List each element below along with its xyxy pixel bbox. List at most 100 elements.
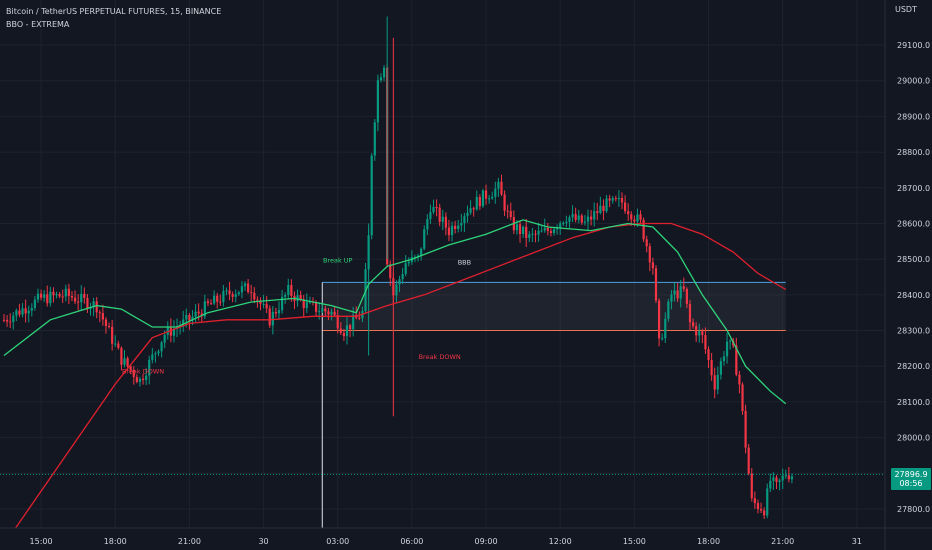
candle-body xyxy=(704,335,707,350)
x-tick-label: 12:00 xyxy=(549,537,572,546)
candle-body xyxy=(429,212,432,220)
candle-body xyxy=(111,326,114,344)
candle-body xyxy=(744,410,747,448)
candle-body xyxy=(83,293,86,298)
candle-body xyxy=(750,473,753,499)
candle-body xyxy=(163,334,166,343)
candle-body xyxy=(735,345,738,375)
candle-body xyxy=(157,351,160,354)
candle-body xyxy=(120,347,123,365)
y-tick-label: 28300.0 xyxy=(897,327,930,336)
candle-body xyxy=(667,301,670,319)
candle-body xyxy=(401,274,404,280)
candle-body xyxy=(265,303,268,309)
candle-body xyxy=(645,239,648,247)
y-tick-label: 29000.0 xyxy=(897,77,930,86)
candle-body xyxy=(756,503,760,510)
candle-body xyxy=(228,290,231,295)
candle-body xyxy=(491,196,494,199)
chart-legend: Bitcoin / TetherUS PERPETUAL FUTURES, 15… xyxy=(6,5,221,31)
candle-body xyxy=(114,343,117,345)
candle-body xyxy=(395,284,398,296)
signal-label: Break UP xyxy=(323,257,353,265)
candle-body xyxy=(676,290,679,299)
candle-body xyxy=(580,215,583,223)
candle-body xyxy=(450,225,454,236)
candle-body xyxy=(565,221,568,224)
candle-body xyxy=(753,498,756,504)
x-tick-label: 30 xyxy=(258,537,268,546)
candle-body xyxy=(284,294,287,297)
candle-body xyxy=(370,155,373,236)
candle-body xyxy=(36,293,40,300)
x-tick-label: 15:00 xyxy=(30,537,53,546)
candle-body xyxy=(95,301,98,313)
candle-body xyxy=(614,198,617,200)
candle-body xyxy=(172,328,176,336)
candle-body xyxy=(132,369,135,378)
y-tick-label: 28900.0 xyxy=(897,112,930,121)
candle-body xyxy=(191,316,194,321)
candle-body xyxy=(194,311,197,317)
candle-body xyxy=(630,214,633,220)
candle-body xyxy=(274,312,278,314)
candle-body xyxy=(197,311,200,314)
candle-body xyxy=(302,299,305,309)
candle-body xyxy=(336,314,339,329)
candle-body xyxy=(24,308,27,314)
indicator-title: BBO - EXTREMA xyxy=(6,20,70,29)
candle-body xyxy=(438,207,441,222)
candle-body xyxy=(330,311,333,315)
candle-body xyxy=(528,234,531,238)
candle-body xyxy=(540,230,543,232)
x-tick-label: 03:00 xyxy=(326,537,349,546)
x-tick-label: 21:00 xyxy=(771,537,794,546)
candle-body xyxy=(741,384,744,411)
candle-body xyxy=(382,67,386,78)
candle-body xyxy=(154,353,157,355)
candle-body xyxy=(314,302,318,312)
candle-body xyxy=(404,263,407,275)
candle-body xyxy=(188,314,191,321)
candle-body xyxy=(763,510,766,516)
candle-body xyxy=(253,292,256,300)
candle-body xyxy=(608,198,611,201)
x-tick-label: 15:00 xyxy=(623,537,646,546)
candle-body xyxy=(457,225,460,230)
candle-body xyxy=(348,325,352,330)
candle-body xyxy=(39,293,43,298)
candle-body xyxy=(77,301,80,303)
candle-body xyxy=(664,318,667,339)
candle-body xyxy=(571,214,574,218)
candle-body xyxy=(80,293,83,303)
candle-body xyxy=(738,374,741,385)
candle-body xyxy=(58,294,61,297)
candle-body xyxy=(729,340,732,342)
y-tick-label: 28200.0 xyxy=(897,362,930,371)
candle-body xyxy=(713,375,716,390)
candle-body xyxy=(481,190,485,207)
candle-body xyxy=(148,359,151,376)
candle-body xyxy=(46,294,49,304)
candle-body xyxy=(679,286,682,299)
x-tick-label: 09:00 xyxy=(475,537,498,546)
candle-body xyxy=(389,264,392,279)
y-tick-label: 28500.0 xyxy=(897,255,930,264)
candle-body xyxy=(296,295,299,302)
candle-body xyxy=(101,313,104,320)
candle-body xyxy=(778,480,781,482)
x-tick-label: 06:00 xyxy=(400,537,423,546)
candle-body xyxy=(759,509,763,511)
candle-body xyxy=(556,227,559,230)
candle-body xyxy=(407,261,410,264)
candle-body xyxy=(151,354,154,360)
candle-body xyxy=(216,295,219,302)
candle-body xyxy=(234,294,237,297)
candle-body xyxy=(277,310,281,314)
candle-body xyxy=(237,292,240,295)
signal-label: BBB xyxy=(458,259,471,267)
candle-body xyxy=(651,262,654,269)
candle-body xyxy=(636,214,639,222)
candle-body xyxy=(268,308,271,326)
